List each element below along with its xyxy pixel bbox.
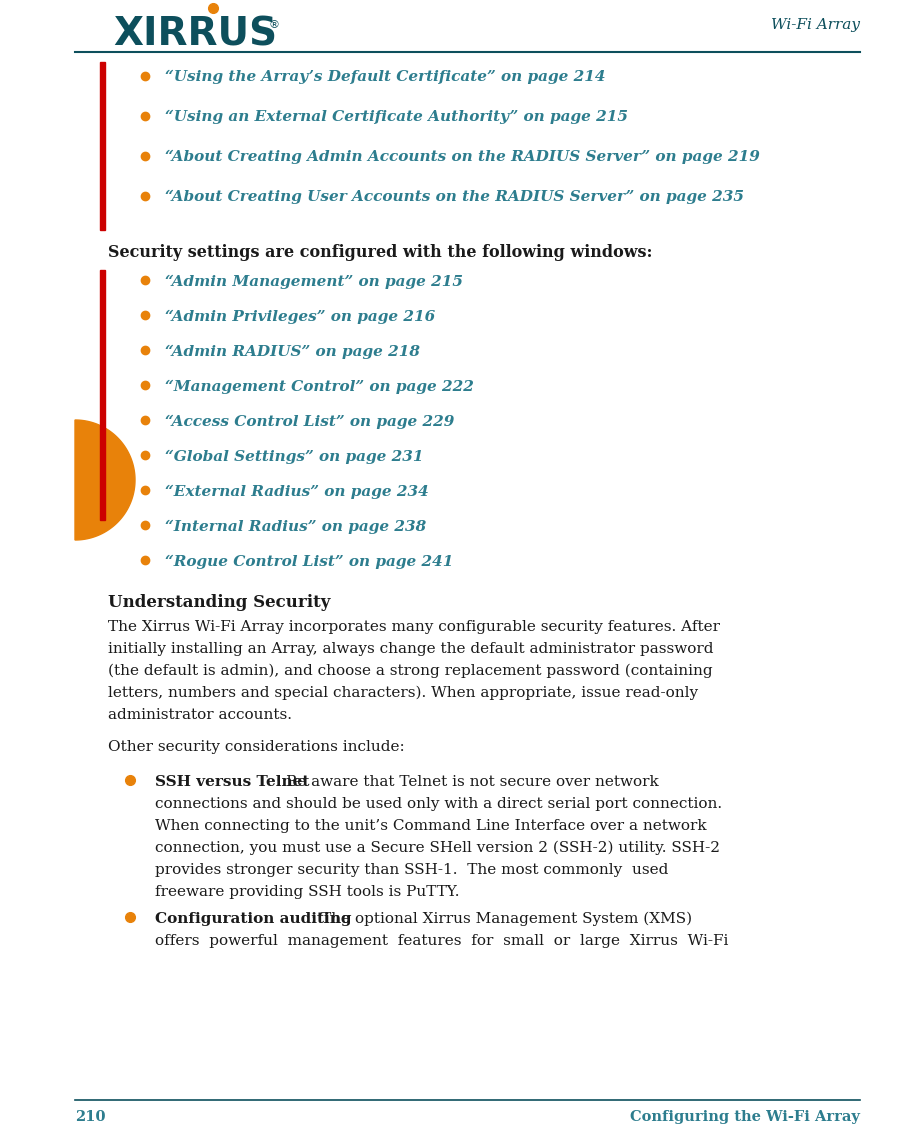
Text: Wi-Fi Array: Wi-Fi Array <box>771 18 860 32</box>
Bar <box>100 63 105 230</box>
Text: offers  powerful  management  features  for  small  or  large  Xirrus  Wi-Fi: offers powerful management features for … <box>155 933 728 948</box>
Text: letters, numbers and special characters). When appropriate, issue read-only: letters, numbers and special characters)… <box>108 686 698 700</box>
Text: administrator accounts.: administrator accounts. <box>108 708 292 722</box>
Text: “Internal Radius” on page 238: “Internal Radius” on page 238 <box>165 520 426 534</box>
Text: (the default is admin), and choose a strong replacement password (containing: (the default is admin), and choose a str… <box>108 664 713 679</box>
Text: “Access Control List” on page 229: “Access Control List” on page 229 <box>165 415 454 430</box>
Text: “Management Control” on page 222: “Management Control” on page 222 <box>165 380 474 395</box>
Text: “Admin Privileges” on page 216: “Admin Privileges” on page 216 <box>165 310 435 324</box>
Text: Configuring the Wi-Fi Array: Configuring the Wi-Fi Array <box>630 1110 860 1124</box>
Text: “Global Settings” on page 231: “Global Settings” on page 231 <box>165 450 423 464</box>
Text: “About Creating Admin Accounts on the RADIUS Server” on page 219: “About Creating Admin Accounts on the RA… <box>165 150 760 165</box>
Text: The Xirrus Wi-Fi Array incorporates many configurable security features. After: The Xirrus Wi-Fi Array incorporates many… <box>108 620 720 634</box>
Text: provides stronger security than SSH-1.  The most commonly  used: provides stronger security than SSH-1. T… <box>155 863 669 877</box>
Polygon shape <box>75 420 135 540</box>
Bar <box>100 269 105 520</box>
Text: “Admin RADIUS” on page 218: “Admin RADIUS” on page 218 <box>165 345 420 359</box>
Text: ®: ® <box>268 20 279 30</box>
Text: XIRRUS: XIRRUS <box>113 15 278 53</box>
Text: “Using an External Certificate Authority” on page 215: “Using an External Certificate Authority… <box>165 110 628 124</box>
Text: connections and should be used only with a direct serial port connection.: connections and should be used only with… <box>155 797 722 811</box>
Text: freeware providing SSH tools is PuTTY.: freeware providing SSH tools is PuTTY. <box>155 885 460 899</box>
Text: “Admin Management” on page 215: “Admin Management” on page 215 <box>165 275 463 289</box>
Text: : Be aware that Telnet is not secure over network: : Be aware that Telnet is not secure ove… <box>276 775 659 789</box>
Text: SSH versus Telnet: SSH versus Telnet <box>155 775 309 789</box>
Text: Security settings are configured with the following windows:: Security settings are configured with th… <box>108 244 652 262</box>
Text: Other security considerations include:: Other security considerations include: <box>108 740 405 754</box>
Text: When connecting to the unit’s Command Line Interface over a network: When connecting to the unit’s Command Li… <box>155 819 706 833</box>
Text: Understanding Security: Understanding Security <box>108 594 331 611</box>
Text: 210: 210 <box>75 1110 105 1124</box>
Text: : The optional Xirrus Management System (XMS): : The optional Xirrus Management System … <box>311 912 692 927</box>
Text: “Using the Array’s Default Certificate” on page 214: “Using the Array’s Default Certificate” … <box>165 70 605 84</box>
Text: initially installing an Array, always change the default administrator password: initially installing an Array, always ch… <box>108 642 714 656</box>
Text: “About Creating User Accounts on the RADIUS Server” on page 235: “About Creating User Accounts on the RAD… <box>165 190 744 205</box>
Text: Configuration auditing: Configuration auditing <box>155 912 351 926</box>
Text: “Rogue Control List” on page 241: “Rogue Control List” on page 241 <box>165 555 453 570</box>
Text: connection, you must use a Secure SHell version 2 (SSH-2) utility. SSH-2: connection, you must use a Secure SHell … <box>155 841 720 855</box>
Text: “External Radius” on page 234: “External Radius” on page 234 <box>165 485 429 499</box>
